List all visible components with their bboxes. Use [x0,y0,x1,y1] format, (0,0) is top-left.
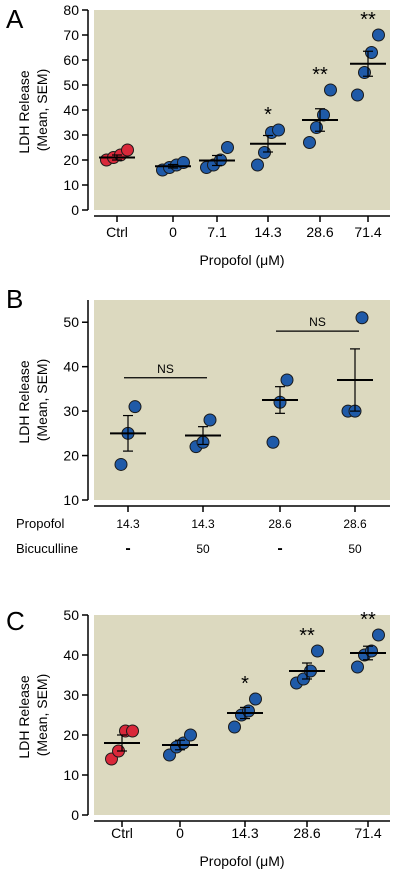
data-point [351,660,364,674]
panel-c-axes: 0 10 20 30 40 50 Ctrl 0 14.3 28.6 71.4 [63,607,390,841]
panel-b-ylabel: LDH Release (Mean, SEM) [16,356,50,443]
panel-a-axes: 0 10 20 30 40 50 60 70 80 Ctrl 0 7.1 14.3 28.6 71.4 [63,2,390,240]
data-point [242,704,255,718]
y-tick-label: 30 [63,127,79,143]
data-point [372,28,385,42]
panel-b: B 10 20 30 40 50 NS NS LDH Release (Mean, SEM… [6,284,390,557]
significance-label: * [264,104,272,126]
condition-bicuculline: 50 [196,542,210,556]
condition-propofol: 28.6 [343,517,367,531]
x-tick-label: Ctrl [106,224,128,240]
data-point [203,413,217,427]
x-tick-label: 28.6 [306,224,333,240]
data-point [351,88,364,102]
panel-b-letter: B [6,284,23,314]
y-tick-label: 50 [63,314,79,330]
significance-label: ** [360,609,376,631]
panel-c-ylabel-line1: LDH Release [16,675,32,758]
panel-a-marks: ***** [99,9,386,177]
y-tick-label: 60 [63,52,79,68]
condition-bicuculline: - [125,540,130,557]
y-tick-label: 40 [63,102,79,118]
y-tick-label: 70 [63,27,79,43]
panel-b-plot-area [94,300,390,500]
panel-a-plot-area [94,10,390,210]
x-tick-label: 28.6 [293,825,320,841]
y-tick-label: 20 [63,727,79,743]
data-point [272,123,285,137]
data-point [311,644,324,658]
panel-c-letter: C [6,606,25,636]
data-point [355,311,369,325]
y-tick-label: 10 [63,177,79,193]
panel-a-ylabel-line1: LDH Release [16,70,32,153]
comparison-label: NS [309,315,326,329]
y-tick-label: 0 [71,202,79,218]
panel-c-ylabel-line2: (Mean, SEM) [34,674,50,756]
y-tick-label: 20 [63,152,79,168]
y-tick-label: 50 [63,77,79,93]
x-tick-label: 71.4 [354,224,381,240]
panel-b-ylabel-line2: (Mean, SEM) [34,359,50,441]
significance-label: ** [312,64,328,86]
data-point [221,141,234,154]
panel-b-conditions: 14.3 - 14.3 50 28.6 - 28.6 50 [116,517,367,557]
y-tick-label: 20 [63,448,79,464]
data-point [303,136,316,149]
panel-c-xlabel: Propofol (μM) [199,853,284,869]
x-tick-label: 0 [169,224,177,240]
panel-a-letter: A [6,4,24,34]
x-tick-label: 14.3 [254,224,281,240]
data-point [266,435,280,449]
condition-bicuculline: 50 [348,542,362,556]
y-tick-label: 40 [63,647,79,663]
panel-a-xlabel: Propofol (μM) [199,252,284,268]
condition-propofol: 28.6 [268,517,292,531]
x-tick-label: 0 [176,825,184,841]
y-tick-label: 10 [63,492,79,508]
condition-bicuculline: - [277,540,282,557]
y-tick-label: 30 [63,687,79,703]
panel-b-axes: 10 20 30 40 50 [63,300,390,512]
data-point [126,724,139,738]
data-point [121,143,134,157]
significance-label: ** [299,625,315,647]
panel-c-ylabel: LDH Release (Mean, SEM) [16,671,50,758]
significance-label: * [241,673,249,695]
panel-b-row-label-propofol: Propofol [16,516,65,531]
panel-b-row-label-bicuculline: Bicuculline [16,541,78,556]
data-point [324,83,337,97]
x-tick-label: Ctrl [111,825,133,841]
panel-b-ylabel-line1: LDH Release [16,360,32,443]
panel-a-ylabel-line2: (Mean, SEM) [34,69,50,151]
data-point [251,158,264,172]
significance-label: ** [360,9,376,31]
data-point [228,720,241,734]
x-tick-label: 14.3 [231,825,258,841]
data-point [128,400,142,414]
panel-c-marks: ***** [104,609,386,766]
data-point [184,728,197,742]
x-tick-label: 7.1 [207,224,227,240]
y-tick-label: 30 [63,403,79,419]
panel-b-marks: NS NS [110,311,373,471]
panel-a-ylabel: LDH Release (Mean, SEM) [16,66,50,153]
y-tick-label: 10 [63,767,79,783]
y-tick-label: 80 [63,2,79,18]
condition-propofol: 14.3 [191,517,215,531]
x-tick-label: 71.4 [354,825,381,841]
y-tick-label: 50 [63,607,79,623]
data-point [249,692,262,706]
data-point [365,46,378,59]
data-point [280,373,294,387]
y-tick-label: 40 [63,359,79,375]
y-tick-label: 0 [71,807,79,823]
data-point [114,457,128,471]
data-point [372,628,385,642]
condition-propofol: 14.3 [116,517,140,531]
comparison-label: NS [157,362,174,376]
